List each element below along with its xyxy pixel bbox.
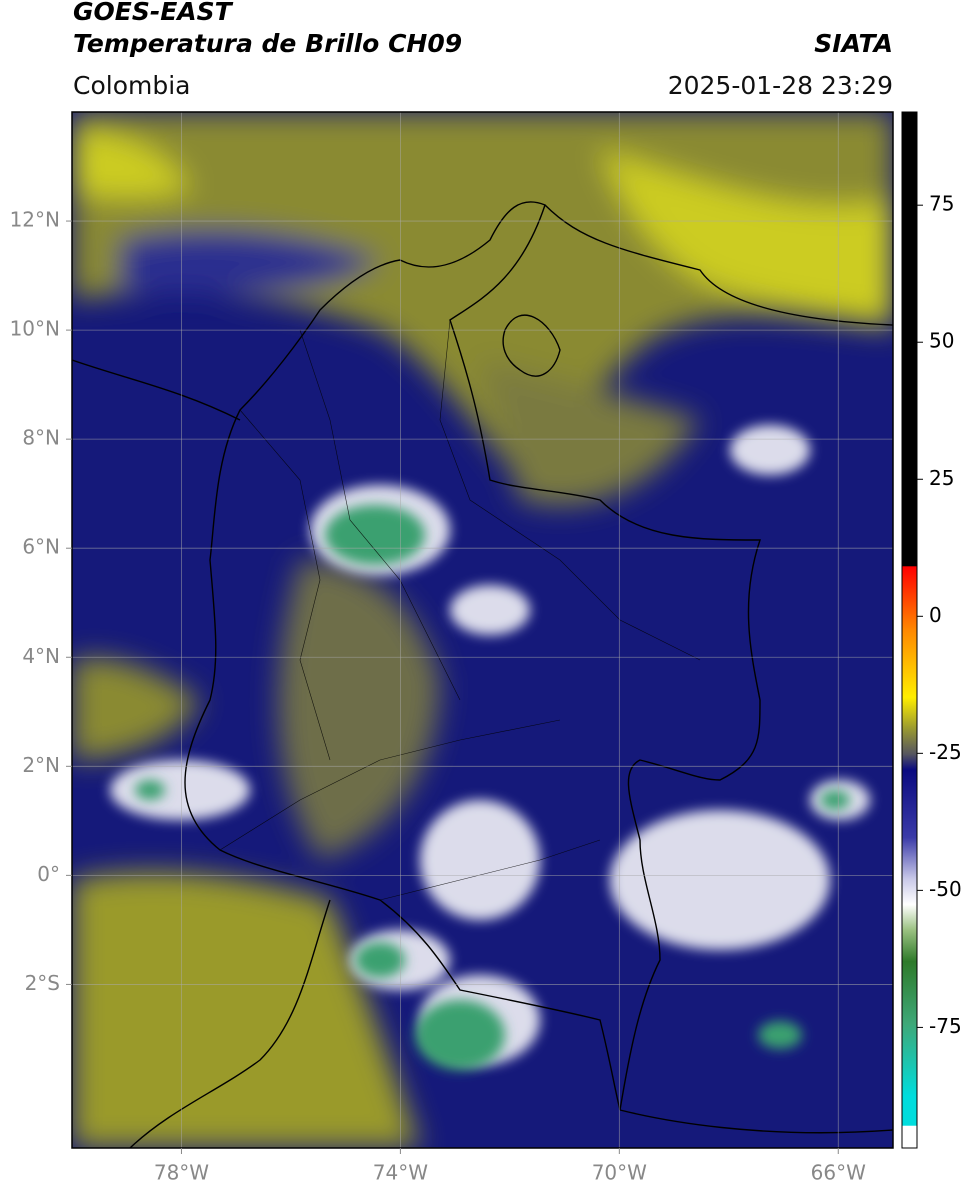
- y-tick-label: 2°N: [22, 753, 60, 777]
- y-tick-label: 12°N: [10, 208, 60, 232]
- x-tick-label: 78°W: [154, 1161, 209, 1185]
- colorbar-tick-label: 25: [929, 466, 954, 490]
- colorbar-tick-label: -75: [929, 1014, 962, 1038]
- y-tick-label: 8°N: [22, 426, 60, 450]
- y-tick-label: 2°S: [25, 971, 60, 995]
- y-tick-label: 4°N: [22, 644, 60, 668]
- y-tick-label: 10°N: [10, 317, 60, 341]
- datetime: 2025-01-28 23:29: [668, 71, 893, 100]
- colorbar: [901, 111, 918, 1149]
- x-tick-label: 70°W: [592, 1161, 647, 1185]
- x-tick-label: 74°W: [373, 1161, 428, 1185]
- source: SIATA: [814, 29, 893, 58]
- colorbar-tick-label: -50: [929, 877, 962, 901]
- colorbar-tick-label: 50: [929, 329, 954, 353]
- satellite-image: [72, 112, 893, 1148]
- title-line2: Temperatura de Brillo CH09: [73, 29, 462, 58]
- title-line1: GOES-EAST: [73, 0, 234, 26]
- x-tick-label: 66°W: [811, 1161, 866, 1185]
- colorbar-tick-label: 0: [929, 603, 942, 627]
- region: Colombia: [73, 71, 190, 100]
- y-tick-label: 6°N: [22, 535, 60, 559]
- colorbar-tick-label: -25: [929, 740, 962, 764]
- y-tick-label: 0°: [37, 862, 60, 886]
- colorbar-tick-label: 75: [929, 192, 954, 216]
- map-frame: [71, 111, 894, 1149]
